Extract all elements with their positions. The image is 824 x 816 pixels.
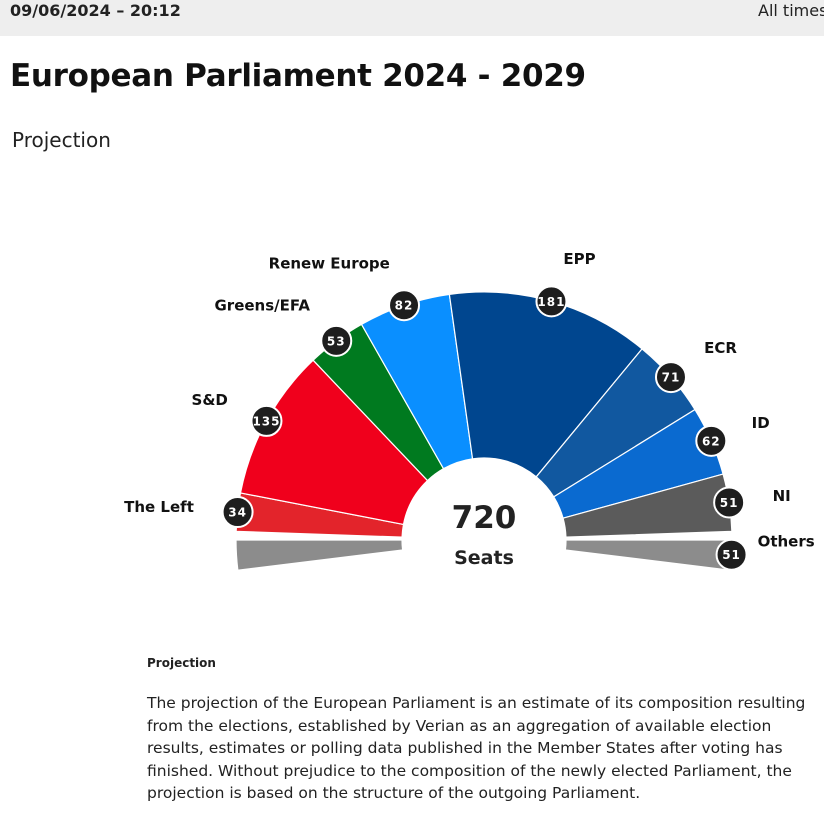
sandd-label: S&D <box>192 391 228 409</box>
epp-badge <box>535 285 568 318</box>
ecr-label: ECR <box>704 339 737 357</box>
party-labels: The Left S&D Greens/EFA Renew Europe EPP ECR I… <box>124 250 815 551</box>
page-title: European Parliament 2024 - 2029 <box>10 58 586 94</box>
greens-efa-label: Greens/EFA <box>215 296 311 314</box>
ecr-badge <box>654 361 687 394</box>
ni-badge <box>713 486 746 519</box>
ni-seat-count: 51 <box>720 496 739 510</box>
the-left-badge <box>221 496 254 529</box>
total-seats-label: Seats <box>454 547 514 569</box>
total-seats-value: 720 <box>452 500 517 536</box>
note-heading: Projection <box>147 656 216 670</box>
others-badge <box>715 538 748 571</box>
page-subtitle: Projection <box>12 128 111 152</box>
sandd-badge <box>250 404 283 437</box>
sandd-seat-count: 135 <box>252 414 280 428</box>
epp-slice <box>448 291 643 478</box>
timezone-note: All times <box>758 1 824 20</box>
epp-seat-count: 181 <box>537 295 565 309</box>
side-band-2-slice <box>235 539 404 571</box>
ecr-seat-count: 71 <box>662 371 681 385</box>
hemicycle-chart: 34 135 53 82 181 71 62 51 51 The Left S&D Greens/E… <box>124 250 815 571</box>
renew-europe-badge <box>388 289 421 322</box>
renew-europe-label: Renew Europe <box>269 255 390 273</box>
epp-label: EPP <box>563 250 595 268</box>
the-left-label: The Left <box>124 498 194 516</box>
others-slice <box>564 539 733 571</box>
greens-efa-badge <box>320 324 353 357</box>
sandd-slice <box>239 359 429 526</box>
note-text: The projection of the European Parliamen… <box>147 694 806 802</box>
others-seat-count: 51 <box>722 548 741 562</box>
the-left-seat-count: 34 <box>228 506 247 520</box>
renew-europe-seat-count: 82 <box>395 299 414 313</box>
greens-efa-seat-count: 53 <box>327 334 346 348</box>
hemicycle-slices <box>235 291 733 571</box>
seat-badges: 34 135 53 82 181 71 62 51 51 <box>221 285 748 571</box>
id-badge <box>695 424 728 457</box>
id-label: ID <box>752 414 770 432</box>
top-bar: 09/06/2024 – 20:12 All times <box>0 0 824 36</box>
others-label: Others <box>758 533 815 551</box>
id-seat-count: 62 <box>702 434 721 448</box>
update-timestamp: 09/06/2024 – 20:12 <box>10 1 181 20</box>
ni-label: NI <box>773 487 791 505</box>
